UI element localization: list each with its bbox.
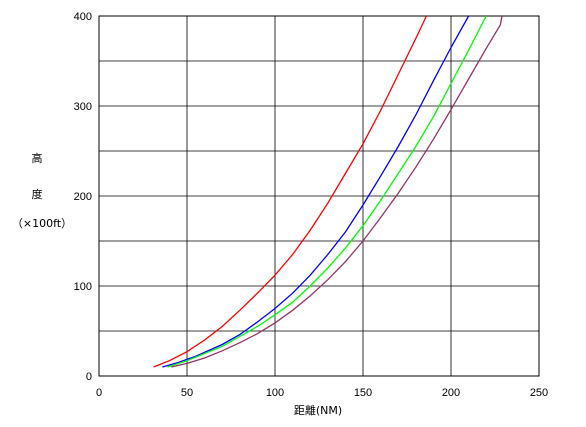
x-tick-label: 250 — [530, 387, 548, 399]
y-tick-label: 0 — [86, 371, 92, 383]
x-tick-label: 200 — [442, 387, 460, 399]
y-tick-label: 300 — [74, 101, 92, 113]
x-tick-label: 50 — [181, 387, 193, 399]
series-line-2 — [162, 15, 470, 368]
y-tick-label: 200 — [74, 191, 92, 203]
y-tick-label: 100 — [74, 281, 92, 293]
series-line-1 — [153, 15, 427, 368]
x-tick-label: 100 — [266, 387, 284, 399]
y-axis-title-line-1: 高 — [32, 151, 43, 165]
y-axis-title-line-3: （×100ft） — [12, 217, 72, 230]
y-tick-label: 400 — [74, 11, 92, 23]
x-tick-label: 0 — [96, 387, 102, 399]
series-line-4 — [171, 15, 503, 368]
series-line-3 — [167, 15, 487, 368]
x-tick-label: 150 — [354, 387, 372, 399]
y-tick-labels: 0 100 200 300 400 — [74, 11, 92, 383]
x-tick-labels: 0 50 100 150 200 250 — [96, 387, 548, 399]
x-axis-title: 距離(NM) — [294, 403, 342, 417]
series-layer — [153, 15, 503, 368]
grid — [99, 16, 539, 376]
y-axis-title-line-2: 度 — [32, 187, 43, 201]
